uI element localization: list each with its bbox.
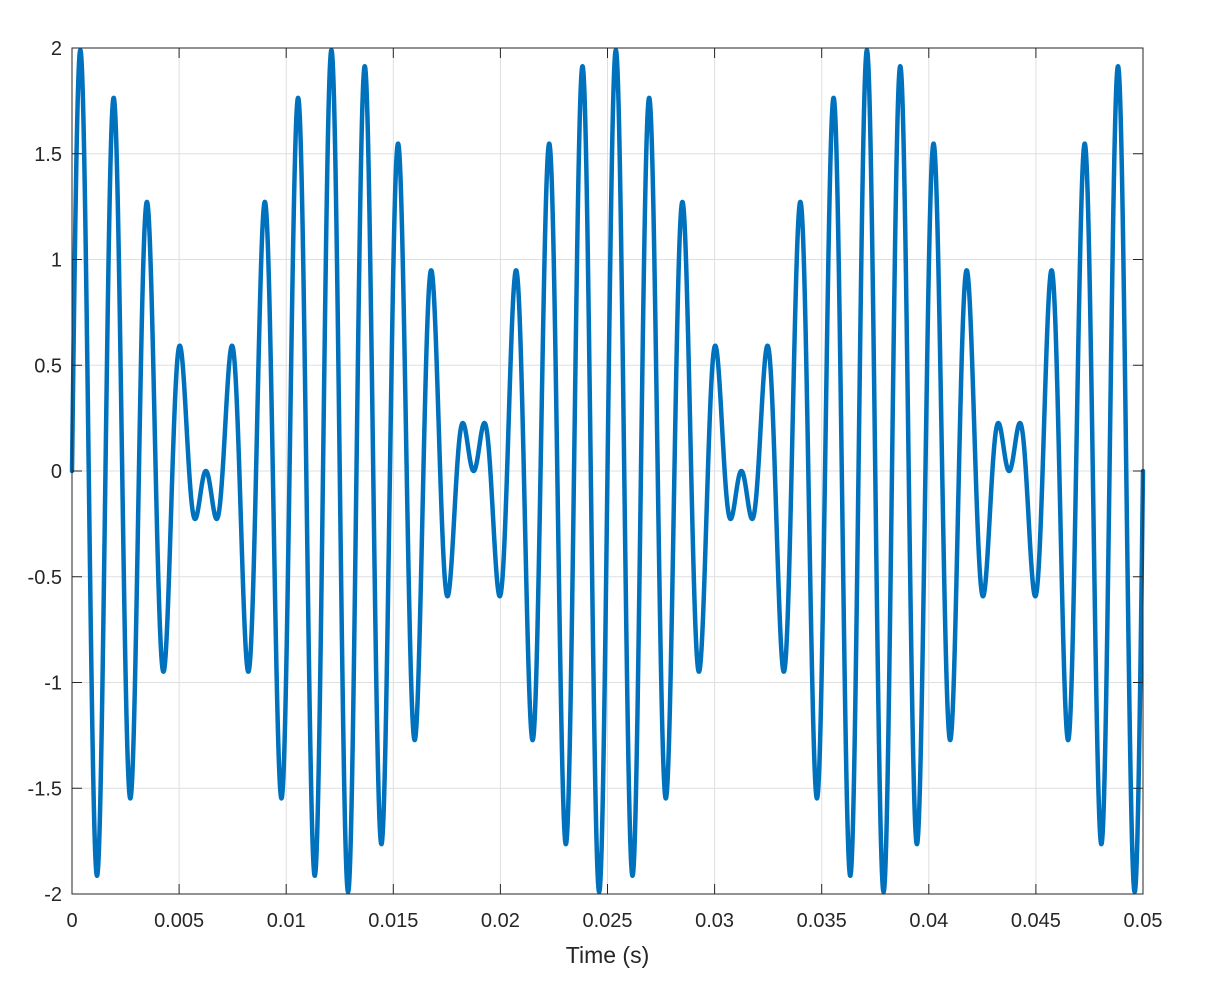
- y-tick-label: 0: [51, 461, 62, 483]
- x-axis-tick-labels: 0 0.005 0.01 0.015 0.02 0.025 0.03 0.035 0.04 0.0…: [66, 910, 1162, 932]
- x-tick-label: 0: [66, 910, 77, 932]
- y-tick-label: 0.5: [34, 355, 62, 377]
- y-tick-label: -0.5: [28, 567, 62, 589]
- y-tick-label: -2: [44, 884, 62, 906]
- x-tick-label: 0.005: [154, 910, 204, 932]
- x-tick-label: 0.01: [267, 910, 306, 932]
- series-line-signal: [69, 47, 1146, 895]
- y-tick-label: -1: [44, 673, 62, 695]
- x-tick-label: 0.035: [797, 910, 847, 932]
- y-axis-tick-labels: 2 1.5 1 0.5 0 -0.5 -1 -1.5 -2: [28, 38, 62, 906]
- x-tick-label: 0.05: [1124, 910, 1163, 932]
- x-tick-label: 0.04: [909, 910, 948, 932]
- y-tick-label: 1.5: [34, 144, 62, 166]
- x-tick-label: 0.03: [695, 910, 734, 932]
- x-axis-label: Time (s): [566, 942, 649, 968]
- y-tick-label: 2: [51, 38, 62, 60]
- x-tick-label: 0.015: [368, 910, 418, 932]
- axis-ticks: [71, 47, 1144, 895]
- x-tick-label: 0.045: [1011, 910, 1061, 932]
- x-tick-label: 0.02: [481, 910, 520, 932]
- y-tick-label: -1.5: [28, 778, 62, 800]
- x-tick-label: 0.025: [582, 910, 632, 932]
- y-tick-label: 1: [51, 250, 62, 272]
